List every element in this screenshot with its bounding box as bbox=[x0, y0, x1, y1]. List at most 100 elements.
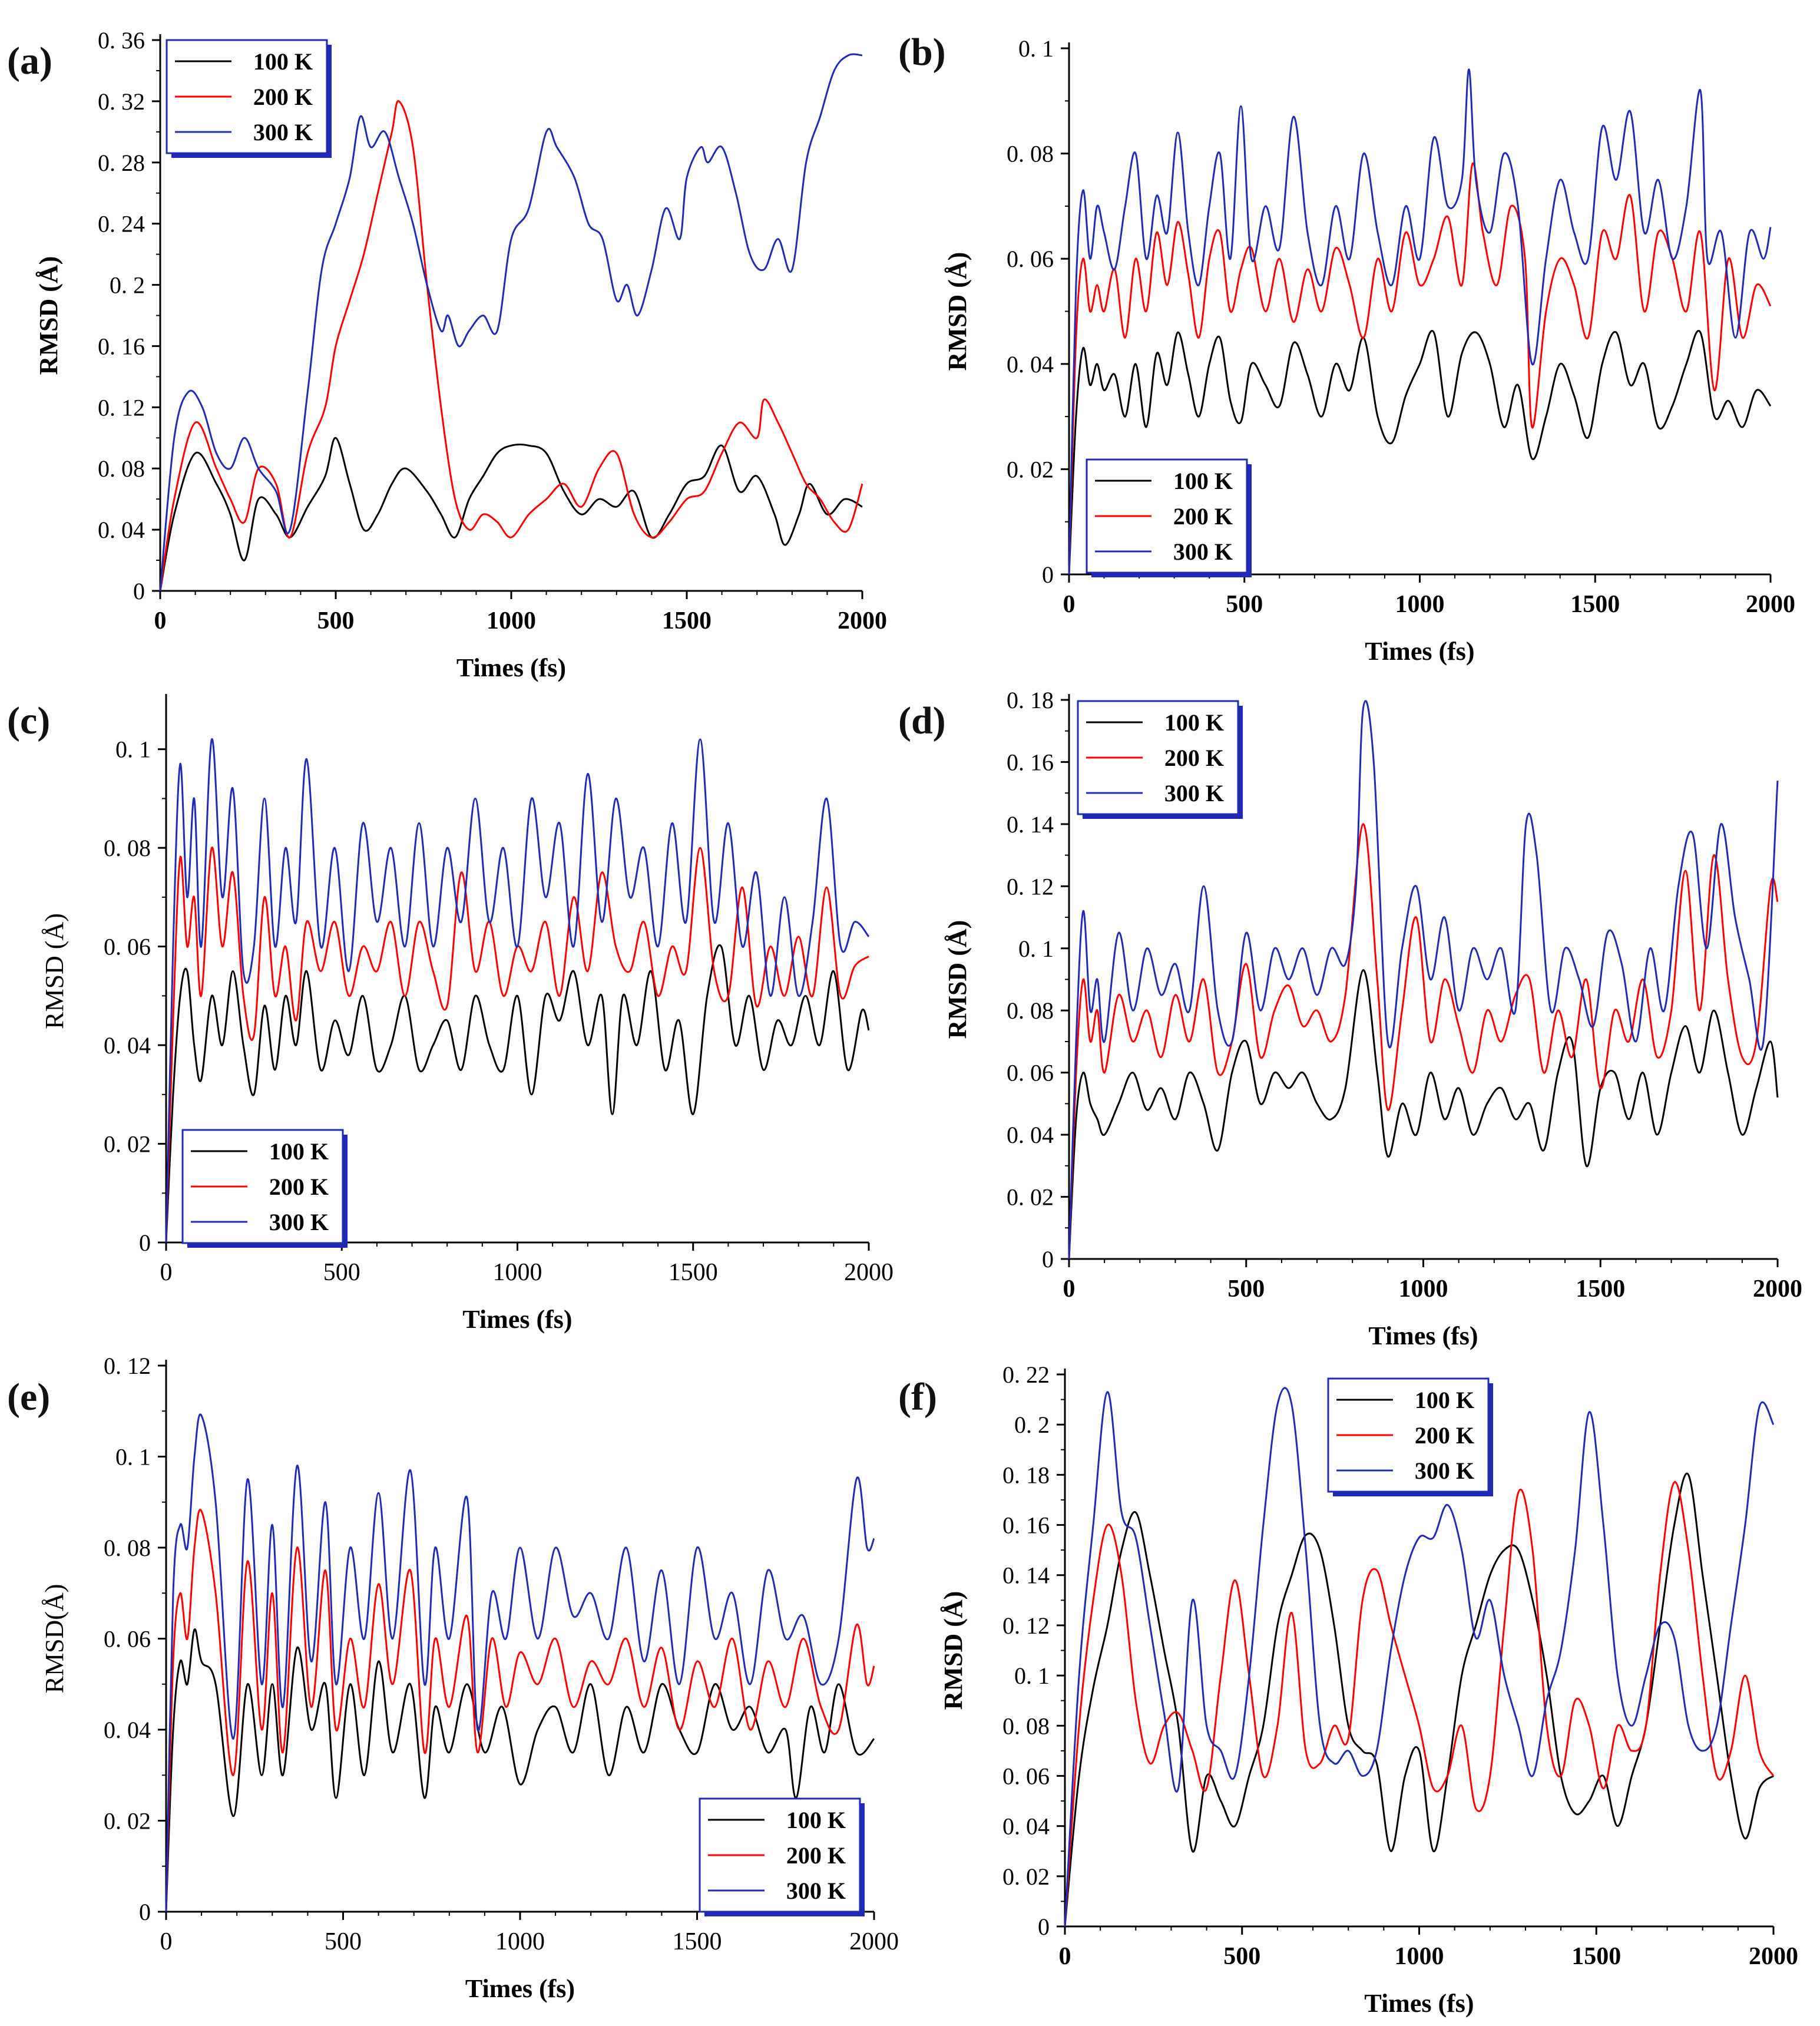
x-axis-label: Times (fs) bbox=[1368, 1321, 1478, 1350]
series-line-200k bbox=[1064, 1481, 1775, 1927]
y-tick-label: 0. 06 bbox=[1007, 1060, 1054, 1086]
panel-a: (a) 0 500 1000 1500 2000 0 0. 04 0. 08 0. 12 0. 16… bbox=[7, 27, 887, 682]
y-tick-label: 0 bbox=[1042, 1246, 1054, 1273]
legend-label: 200 K bbox=[1164, 745, 1224, 771]
y-tick-label: 0. 12 bbox=[104, 1353, 151, 1379]
y-tick-label: 0. 16 bbox=[1007, 749, 1054, 775]
legend-label: 300 K bbox=[1415, 1457, 1474, 1484]
x-tick-label: 0 bbox=[1059, 1943, 1071, 1970]
y-tick-label: 0. 08 bbox=[1007, 141, 1054, 167]
y-axis-label: RMSD(Å) bbox=[40, 1584, 69, 1694]
y-tick-label: 0. 08 bbox=[104, 1535, 151, 1561]
x-tick-label: 500 bbox=[325, 1928, 362, 1955]
y-tick-label: 0. 1 bbox=[1018, 936, 1054, 962]
legend: 100 K 200 K 300 K bbox=[699, 1797, 865, 1916]
y-tick-label: 0. 04 bbox=[98, 517, 145, 543]
y-tick-label: 0. 22 bbox=[1002, 1361, 1050, 1388]
y-tick-label: 0. 32 bbox=[98, 88, 145, 115]
y-tick-label: 0. 06 bbox=[104, 1626, 151, 1652]
x-tick-label: 2000 bbox=[1749, 1943, 1798, 1970]
x-tick-label: 1500 bbox=[1570, 591, 1620, 618]
series-line-100k bbox=[1068, 330, 1772, 575]
panel-label: (f) bbox=[898, 1376, 937, 1419]
y-tick-label: 0. 14 bbox=[1002, 1562, 1050, 1589]
series-line-300k bbox=[165, 1413, 875, 1912]
panel-b: (b) 0 500 1000 1500 2000 0 0. 02 0. 04 0. 06 0. 08… bbox=[898, 31, 1795, 666]
x-tick-label: 500 bbox=[323, 1259, 360, 1286]
y-tick-label: 0. 2 bbox=[110, 272, 145, 299]
legend-label: 100 K bbox=[1173, 468, 1233, 494]
x-tick-label: 1500 bbox=[1571, 1943, 1621, 1970]
x-tick-label: 1000 bbox=[495, 1928, 545, 1955]
series-line-200k bbox=[1068, 823, 1779, 1260]
legend: 100 K 200 K 300 K bbox=[166, 39, 332, 158]
legend-label: 300 K bbox=[786, 1878, 846, 1904]
legend-label: 200 K bbox=[253, 84, 313, 110]
x-axis-label: Times (fs) bbox=[462, 1305, 572, 1334]
panel-label: (b) bbox=[898, 31, 946, 74]
legend-label: 100 K bbox=[1164, 709, 1224, 736]
panel-d: (d) 0 500 1000 1500 2000 0 0. 02 0. 04 0. 06 0. 08… bbox=[898, 687, 1802, 1350]
panel-label: (c) bbox=[7, 699, 50, 742]
x-tick-label: 0 bbox=[1063, 591, 1076, 618]
legend-label: 200 K bbox=[1173, 503, 1233, 530]
y-tick-label: 0 bbox=[139, 1230, 151, 1256]
y-tick-label: 0. 08 bbox=[98, 455, 145, 482]
x-tick-label: 1000 bbox=[1395, 591, 1445, 618]
x-tick-label: 500 bbox=[1223, 1943, 1260, 1970]
y-axis-label: RMSD (Å) bbox=[939, 1591, 968, 1710]
legend-label: 300 K bbox=[253, 119, 313, 146]
series-line-100k bbox=[1068, 969, 1779, 1260]
series-line-200k bbox=[165, 1509, 875, 1912]
y-tick-label: 0. 04 bbox=[104, 1032, 151, 1059]
x-tick-label: 1500 bbox=[662, 607, 712, 634]
y-tick-label: 0. 24 bbox=[98, 211, 145, 237]
y-tick-label: 0. 06 bbox=[104, 934, 151, 960]
x-axis-label: Times (fs) bbox=[465, 1974, 575, 2003]
series-line-100k bbox=[159, 437, 863, 591]
y-tick-label: 0. 16 bbox=[1002, 1512, 1050, 1539]
x-tick-label: 2000 bbox=[849, 1928, 899, 1955]
panel-e: (e) 0 500 1000 1500 2000 0 0. 02 0. 04 0. 06 0. 08… bbox=[7, 1353, 899, 2003]
y-tick-label: 0. 04 bbox=[1007, 1122, 1054, 1148]
y-tick-label: 0. 08 bbox=[1002, 1713, 1050, 1739]
x-tick-label: 1000 bbox=[1395, 1943, 1444, 1970]
y-tick-label: 0. 06 bbox=[1007, 246, 1054, 272]
y-tick-label: 0. 16 bbox=[98, 333, 145, 359]
x-tick-label: 2000 bbox=[844, 1259, 894, 1286]
panel-label: (d) bbox=[898, 699, 946, 742]
y-tick-label: 0. 2 bbox=[1014, 1412, 1050, 1438]
y-tick-label: 0 bbox=[139, 1899, 151, 1925]
x-tick-label: 2000 bbox=[1746, 591, 1795, 618]
x-tick-label: 0 bbox=[160, 1259, 173, 1286]
x-tick-label: 2000 bbox=[1753, 1275, 1802, 1303]
y-tick-label: 0. 04 bbox=[1007, 351, 1054, 378]
x-tick-label: 2000 bbox=[838, 607, 887, 634]
x-axis-label: Times (fs) bbox=[1364, 1989, 1474, 2018]
x-tick-label: 500 bbox=[1227, 1275, 1265, 1303]
y-axis-label: RMSD (Å) bbox=[40, 913, 69, 1029]
y-axis-label: RMSD (Å) bbox=[34, 256, 63, 375]
legend: 100 K 200 K 300 K bbox=[1077, 700, 1243, 819]
y-tick-label: 0. 08 bbox=[1007, 997, 1054, 1024]
series-line-300k bbox=[1068, 700, 1779, 1260]
x-tick-label: 1500 bbox=[1576, 1275, 1625, 1303]
y-tick-label: 0 bbox=[133, 578, 145, 604]
legend: 100 K 200 K 300 K bbox=[181, 1129, 348, 1248]
x-tick-label: 0 bbox=[160, 1928, 173, 1955]
x-tick-label: 1000 bbox=[493, 1259, 542, 1286]
series-line-300k bbox=[159, 53, 863, 591]
legend-label: 100 K bbox=[253, 48, 313, 75]
y-tick-label: 0. 08 bbox=[104, 835, 151, 861]
series-line-100k bbox=[1064, 1472, 1774, 1927]
x-tick-label: 500 bbox=[317, 607, 355, 634]
y-tick-label: 0. 04 bbox=[1002, 1813, 1050, 1840]
series-line-300k bbox=[165, 738, 870, 1243]
legend-label: 100 K bbox=[269, 1138, 329, 1165]
series-line-200k bbox=[159, 100, 863, 591]
y-tick-label: 0. 28 bbox=[98, 150, 145, 176]
series-line-200k bbox=[1068, 162, 1772, 575]
legend-label: 100 K bbox=[786, 1807, 846, 1833]
